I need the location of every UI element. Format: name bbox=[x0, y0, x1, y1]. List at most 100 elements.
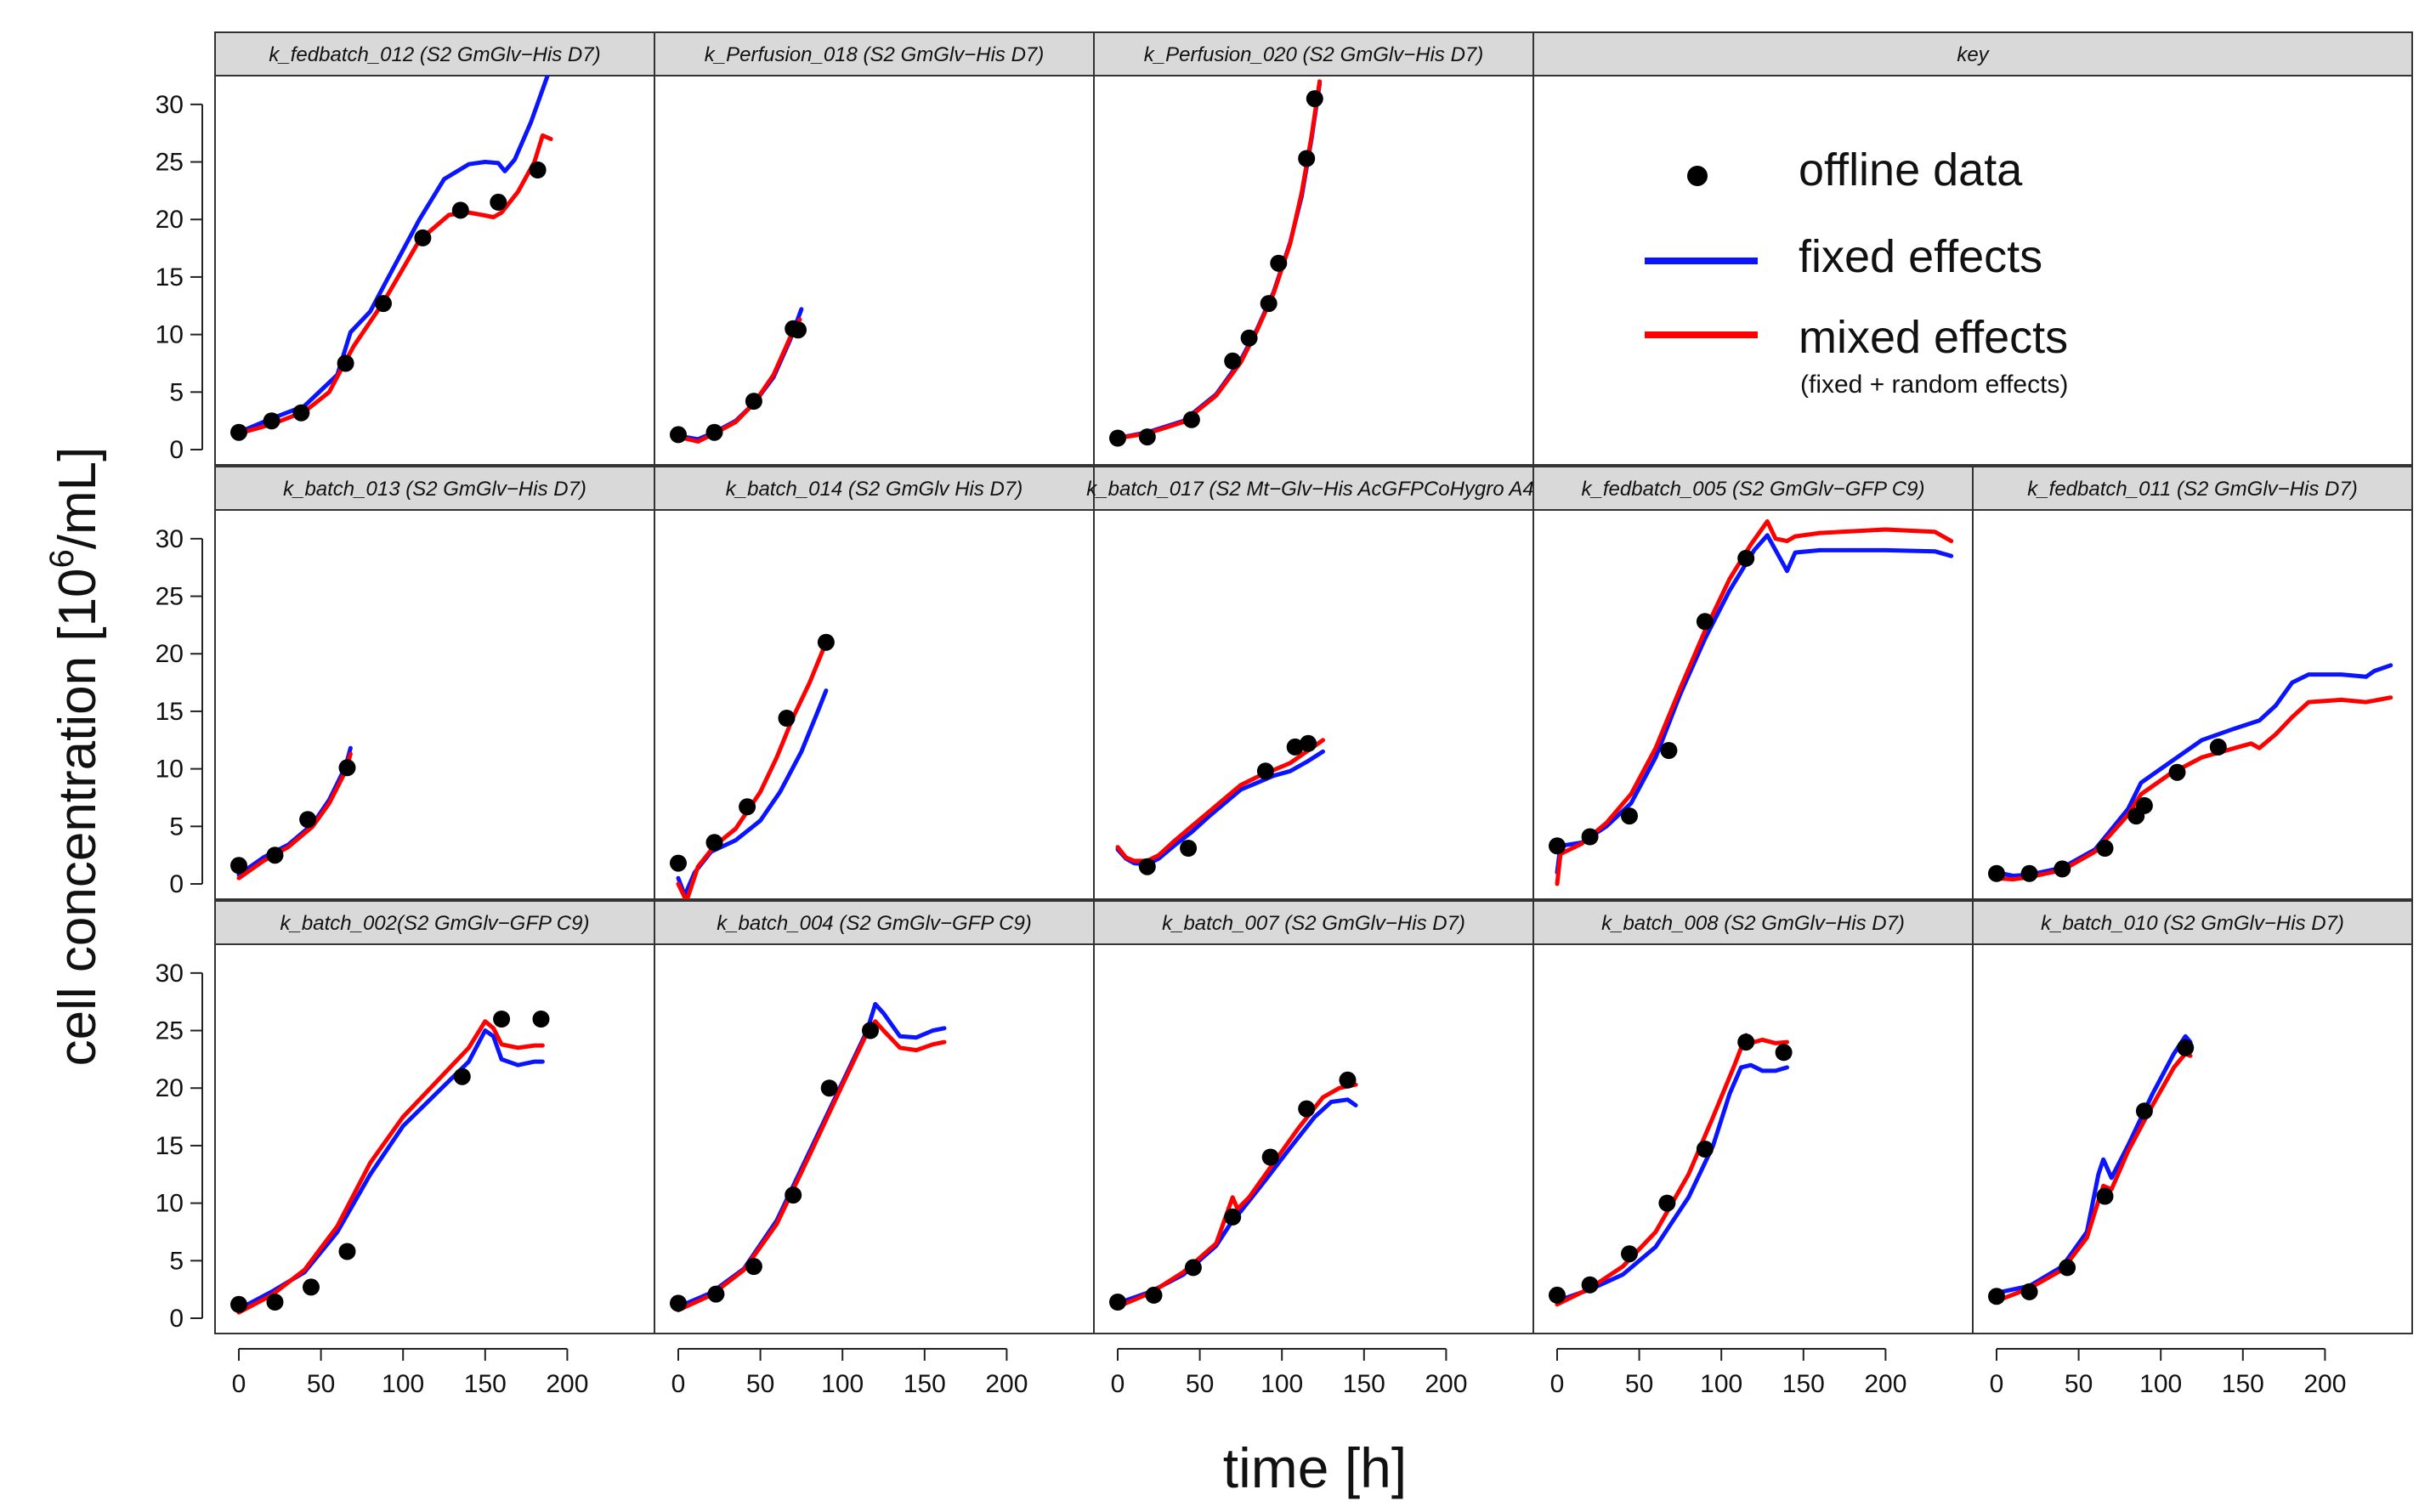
mixed-effects-line bbox=[676, 640, 829, 899]
panel-title: k_Perfusion_020 (S2 GmGlv−His D7) bbox=[1144, 43, 1484, 66]
key-mixed-label: mixed effects bbox=[1799, 312, 2068, 363]
x-tick-label: 100 bbox=[1260, 1370, 1303, 1398]
panel-frame bbox=[1093, 943, 1534, 1334]
fixed-effects-line bbox=[236, 1028, 545, 1311]
panel-strip bbox=[1532, 466, 1974, 511]
x-tick-label: 200 bbox=[2303, 1370, 2346, 1398]
panel-5: k_batch_014 (S2 GmGlv His D7) bbox=[654, 466, 1095, 900]
offline-data-point bbox=[1145, 1286, 1163, 1304]
panel-9: k_batch_002(S2 GmGlv−GFP C9) bbox=[214, 900, 655, 1334]
panel-title: k_batch_013 (S2 GmGlv−His D7) bbox=[283, 478, 586, 501]
offline-data-point bbox=[532, 1011, 550, 1028]
panel-frame bbox=[1972, 509, 2413, 900]
y-tick-label: 10 bbox=[156, 1190, 184, 1218]
offline-data-point bbox=[1621, 1245, 1638, 1263]
x-tick-label: 150 bbox=[2222, 1370, 2264, 1398]
panel-series bbox=[230, 745, 356, 881]
panel-series bbox=[1549, 1033, 1793, 1307]
offline-data-point bbox=[375, 295, 392, 313]
offline-data-point bbox=[338, 1243, 356, 1260]
offline-data-point bbox=[817, 633, 835, 651]
key-offline-label: offline data bbox=[1799, 144, 2023, 195]
fixed-effects-line bbox=[1115, 1097, 1358, 1305]
offline-data-point bbox=[1988, 1288, 2005, 1305]
panel-4: k_batch_013 (S2 GmGlv−His D7) bbox=[214, 466, 655, 900]
x-tick-label: 0 bbox=[1550, 1370, 1565, 1398]
panel-title: k_fedbatch_012 (S2 GmGlv−His D7) bbox=[269, 43, 600, 66]
panel-3: k_Perfusion_020 (S2 GmGlv−His D7) bbox=[1093, 31, 1534, 466]
x-tick-label: 100 bbox=[821, 1370, 864, 1398]
y-axis-title-unit: /mL] bbox=[48, 447, 107, 550]
mixed-effects-line bbox=[1115, 738, 1325, 864]
panel-series bbox=[1115, 734, 1325, 875]
offline-data-point bbox=[263, 412, 280, 430]
mixed-effects-line bbox=[236, 751, 353, 881]
offline-data-point bbox=[230, 857, 247, 875]
y-tick-label: 30 bbox=[156, 525, 184, 553]
offline-data-point bbox=[2209, 738, 2227, 756]
panel-series bbox=[1988, 663, 2394, 882]
offline-data-point bbox=[705, 834, 723, 852]
x-tick-label: 50 bbox=[2065, 1370, 2093, 1398]
x-axis-col-4: 0 50 100 150 200 bbox=[1550, 1348, 1906, 1398]
panel-12: k_batch_008 (S2 GmGlv−His D7) bbox=[1532, 900, 1974, 1334]
offline-data-point bbox=[266, 1294, 284, 1311]
x-tick-label: 100 bbox=[2139, 1370, 2182, 1398]
offline-data-point bbox=[414, 229, 432, 246]
offline-data-point bbox=[292, 404, 310, 422]
panel-strip bbox=[1093, 900, 1534, 945]
offline-data-point bbox=[1224, 352, 1242, 370]
fixed-effects-line bbox=[1115, 749, 1325, 867]
offline-data-point bbox=[1306, 90, 1323, 108]
offline-data-point bbox=[2020, 1283, 2038, 1300]
offline-data-point bbox=[1581, 828, 1599, 846]
panel-series bbox=[1988, 1033, 2195, 1305]
panel-frame bbox=[214, 509, 655, 900]
y-tick-label: 20 bbox=[156, 206, 184, 234]
x-tick-label: 150 bbox=[464, 1370, 507, 1398]
offline-data-point bbox=[1240, 329, 1258, 347]
offline-data-point bbox=[1286, 738, 1304, 756]
offline-data-point bbox=[299, 811, 317, 829]
offline-data-point bbox=[2096, 1187, 2114, 1205]
offline-data-point bbox=[1138, 858, 1156, 875]
y-tick-label: 20 bbox=[156, 640, 184, 668]
x-axis-title: time [h] bbox=[1223, 1436, 1407, 1499]
mixed-effects-line bbox=[236, 1019, 545, 1315]
offline-data-point bbox=[2135, 796, 2153, 814]
x-tick-label: 150 bbox=[1343, 1370, 1385, 1398]
offline-data-point bbox=[230, 423, 247, 441]
y-tick-label: 0 bbox=[169, 436, 184, 464]
panel-2: k_Perfusion_018 (S2 GmGlv−His D7) bbox=[654, 31, 1095, 466]
fixed-effects-line bbox=[1555, 533, 1954, 875]
panel-title: k_batch_002(S2 GmGlv−GFP C9) bbox=[280, 912, 590, 935]
offline-data-point bbox=[1180, 840, 1198, 857]
x-tick-label: 200 bbox=[1425, 1370, 1467, 1398]
offline-data-point bbox=[2059, 1259, 2076, 1277]
y-tick-label: 25 bbox=[156, 149, 184, 177]
y-tick-label: 5 bbox=[169, 1247, 184, 1275]
key-panel: key offline data fixed effects mixed effect… bbox=[1532, 31, 2413, 466]
y-tick-label: 30 bbox=[156, 960, 184, 988]
x-tick-label: 50 bbox=[307, 1370, 335, 1398]
panel-strip bbox=[1972, 466, 2413, 511]
offline-data-point bbox=[1581, 1276, 1599, 1294]
offline-data-point bbox=[529, 161, 547, 178]
offline-data-point bbox=[670, 426, 687, 444]
panel-11: k_batch_007 (S2 GmGlv−His D7) bbox=[1093, 900, 1534, 1334]
panel-strip bbox=[654, 31, 1095, 76]
mixed-effects-line bbox=[236, 133, 553, 436]
offline-data-point bbox=[1737, 1033, 1755, 1051]
offline-data-point bbox=[490, 193, 507, 211]
y-tick-label: 5 bbox=[169, 813, 184, 841]
y-axis-title-base: cell concentration [10 bbox=[48, 568, 107, 1066]
offline-data-point bbox=[670, 1294, 687, 1312]
offline-data-point bbox=[2168, 763, 2186, 781]
panel-6: k_batch_017 (S2 Mt−Glv−His AcGFPCoHygro … bbox=[1086, 466, 1541, 900]
y-tick-label: 25 bbox=[156, 583, 184, 611]
panel-series bbox=[670, 307, 807, 444]
offline-data-point bbox=[790, 321, 807, 339]
y-tick-label: 15 bbox=[156, 263, 184, 292]
offline-data-point bbox=[2135, 1102, 2153, 1120]
